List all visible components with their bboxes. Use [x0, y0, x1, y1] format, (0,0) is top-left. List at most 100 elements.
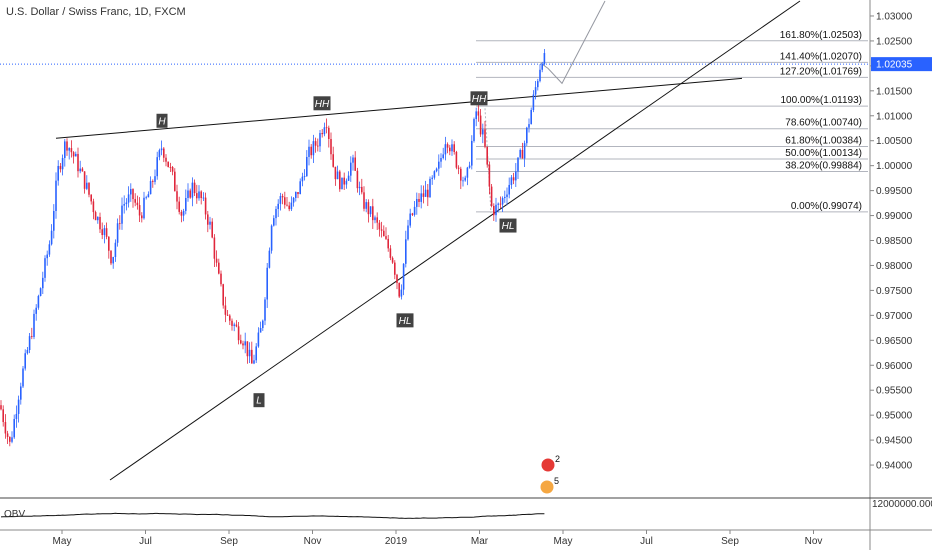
- y-tick-label: 0.99500: [876, 186, 913, 197]
- support-trendline[interactable]: [109, 0, 801, 481]
- annotation-badge[interactable]: [396, 313, 414, 328]
- annotation-badge[interactable]: [313, 96, 331, 111]
- y-tick-label: 0.97500: [876, 286, 913, 297]
- candle-body: [488, 164, 491, 187]
- candle-body: [473, 119, 475, 141]
- candle-body: [486, 146, 488, 165]
- candle-body: [160, 148, 163, 151]
- candle-body: [211, 221, 213, 238]
- candle-body: [20, 386, 22, 400]
- annotation-badge[interactable]: [253, 393, 265, 408]
- candle-body: [218, 262, 220, 274]
- candle-body: [464, 177, 466, 181]
- candle-body: [462, 180, 464, 182]
- candle-body: [504, 196, 506, 199]
- annotation-label: HL: [502, 221, 515, 232]
- candle-body: [229, 315, 231, 321]
- candle-body: [501, 198, 504, 205]
- candle-body: [424, 189, 427, 197]
- candle-body: [523, 143, 526, 159]
- candle-body: [264, 299, 266, 321]
- candle-body: [158, 150, 161, 158]
- candle-body: [321, 133, 323, 135]
- candle-body: [528, 124, 530, 128]
- x-tick-label: Mar: [471, 536, 489, 547]
- candle-body: [204, 197, 207, 215]
- fib-level-label: 0.00%(0.99074): [791, 201, 862, 212]
- candle-body: [132, 188, 134, 200]
- candle-body: [446, 144, 449, 148]
- projection-path: [540, 0, 606, 85]
- y-tick-label: 0.95000: [876, 411, 913, 422]
- y-tick-label: 0.96500: [876, 336, 913, 347]
- event-count: 5: [554, 476, 559, 486]
- annotation-badge[interactable]: [499, 218, 517, 233]
- fib-level-label: 38.20%(0.99884): [785, 160, 862, 171]
- candle-body: [240, 340, 242, 344]
- candle-body: [224, 305, 227, 315]
- candle-body: [13, 418, 15, 438]
- candle-body: [97, 216, 99, 221]
- candle-body: [136, 202, 139, 206]
- candle-body: [530, 109, 532, 125]
- candle-body: [138, 205, 141, 216]
- event-flag-icon[interactable]: [539, 479, 555, 495]
- candle-body: [246, 341, 249, 357]
- candle-body: [451, 144, 453, 152]
- annotation-badge[interactable]: [156, 113, 168, 128]
- candle-body: [336, 171, 339, 180]
- candle-body: [191, 182, 194, 198]
- candle-body: [468, 165, 471, 168]
- candle-body: [279, 196, 282, 204]
- candle-body: [222, 284, 224, 306]
- candle-body: [233, 324, 235, 326]
- candle-body: [475, 111, 477, 120]
- candle-body: [512, 177, 515, 181]
- candle-body: [519, 149, 521, 158]
- candle-body: [28, 336, 31, 351]
- event-flag-icon[interactable]: [540, 457, 556, 473]
- resistance-trendline[interactable]: [55, 77, 743, 139]
- candle-body: [440, 158, 442, 162]
- candle-body: [125, 202, 128, 205]
- candle-body: [213, 237, 216, 259]
- candle-body: [369, 206, 372, 215]
- candle-body: [352, 157, 354, 163]
- x-tick-label: May: [53, 536, 72, 547]
- candle-body: [308, 146, 310, 157]
- candle-body: [101, 229, 103, 236]
- candle-body: [466, 167, 469, 178]
- y-tick-label: 1.00000: [876, 161, 913, 172]
- candle-body: [358, 186, 361, 189]
- candle-body: [48, 244, 51, 255]
- candle-body: [237, 326, 240, 341]
- candle-body: [479, 115, 482, 135]
- candle-body: [427, 189, 429, 198]
- x-tick-label: Jul: [139, 536, 152, 547]
- candle-body: [418, 198, 420, 202]
- candle-body: [407, 225, 409, 240]
- candle-body: [374, 217, 376, 221]
- candle-body: [220, 273, 222, 285]
- candle-body: [288, 205, 290, 210]
- candle-body: [543, 53, 546, 64]
- candle-body: [380, 229, 383, 231]
- candle-body: [306, 156, 308, 177]
- candle-body: [196, 193, 198, 199]
- candle-body: [350, 162, 352, 176]
- candle-body: [248, 349, 251, 357]
- y-tick-label: 1.02500: [876, 36, 913, 47]
- candle-body: [433, 171, 436, 178]
- y-tick-label: 0.94000: [876, 461, 913, 472]
- candle-body: [156, 157, 158, 177]
- candle-body: [317, 145, 319, 147]
- y-tick-label: 1.01500: [876, 86, 913, 97]
- candle-body: [50, 230, 53, 245]
- candle-body: [9, 436, 11, 442]
- candle-body: [182, 210, 185, 216]
- candle-body: [411, 213, 414, 215]
- candle-body: [420, 193, 422, 202]
- annotation-badge[interactable]: [470, 91, 488, 106]
- candle-body: [460, 168, 462, 181]
